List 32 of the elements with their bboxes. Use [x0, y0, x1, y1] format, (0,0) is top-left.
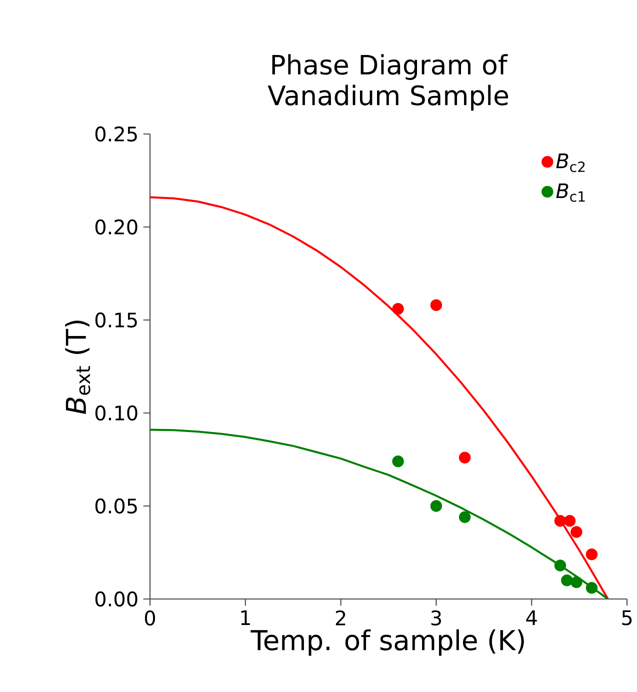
- y-tick-label: 0.05: [95, 498, 137, 514]
- chart-title: Phase Diagram of Vanadium Sample: [268, 54, 508, 111]
- point: [554, 560, 566, 572]
- x-axis-title: Temp. of sample (K): [250, 629, 524, 656]
- y-tick-label: 0.00: [95, 591, 138, 607]
- y-tick-label: 0.25: [95, 126, 137, 142]
- point: [561, 574, 573, 586]
- x-tick-label: 3: [431, 610, 441, 626]
- line-series: [150, 428, 609, 599]
- point: [564, 515, 576, 527]
- point: [430, 500, 442, 512]
- point: [586, 548, 598, 560]
- x-tick-label: 1: [241, 610, 250, 625]
- x-tick-label: 0: [144, 610, 156, 626]
- point: [458, 452, 471, 464]
- y-tick-label: 0.20: [95, 219, 138, 235]
- point: [458, 511, 471, 524]
- legend-label: B$_{c2}$: [556, 154, 585, 172]
- point: [392, 302, 404, 315]
- point: [570, 576, 582, 588]
- point: [570, 526, 582, 538]
- y-tick-label: 0.15: [95, 312, 137, 328]
- y-tick-label: 0.10: [95, 405, 138, 421]
- point: [430, 299, 442, 311]
- x-tick-label: 5: [622, 610, 632, 626]
- point: [392, 455, 404, 468]
- legend-label: B$_{c1}$: [556, 183, 585, 202]
- x-tick-label: 4: [526, 610, 537, 625]
- point: [554, 515, 566, 527]
- point: [586, 582, 598, 594]
- y-axis-title: B$_{ext}$ (T): [65, 320, 90, 414]
- x-tick-label: 2: [336, 610, 346, 626]
